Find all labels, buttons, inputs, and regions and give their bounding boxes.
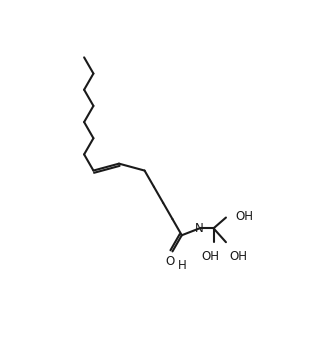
Text: N: N — [195, 222, 204, 235]
Text: O: O — [166, 255, 175, 268]
Text: OH: OH — [229, 250, 247, 263]
Text: H: H — [178, 259, 187, 272]
Text: OH: OH — [235, 210, 253, 222]
Text: OH: OH — [202, 250, 219, 263]
